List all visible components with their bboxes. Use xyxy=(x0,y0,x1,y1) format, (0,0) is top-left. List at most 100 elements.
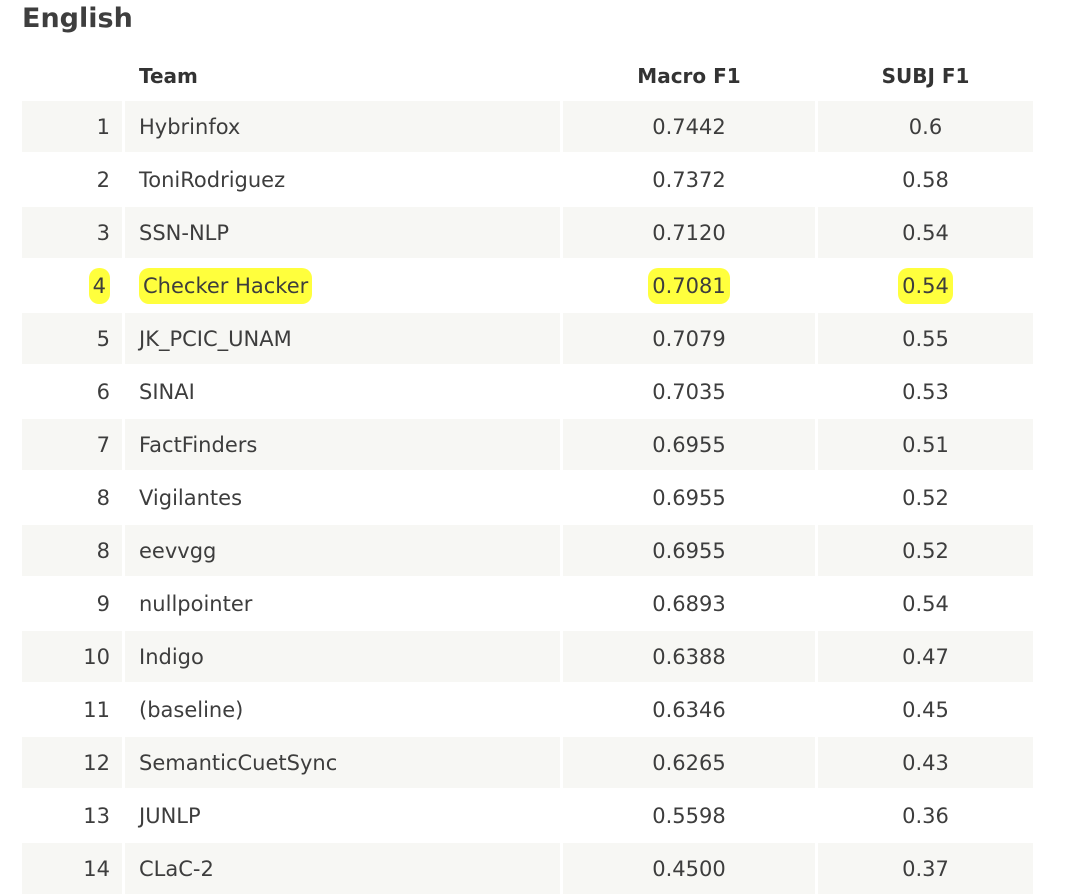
team-cell: Hybrinfox xyxy=(125,101,560,154)
subj-f1-cell-text: 0.37 xyxy=(902,856,949,881)
macro-f1-cell: 0.7035 xyxy=(563,366,815,419)
macro-f1-cell: 0.7120 xyxy=(563,207,815,260)
subj-f1-cell: 0.51 xyxy=(818,419,1033,472)
table-row: 4 Checker Hacker 0.7081 0.54 xyxy=(22,260,1033,313)
macro-f1-cell: 0.7372 xyxy=(563,154,815,207)
macro-f1-cell-text: 0.6955 xyxy=(652,485,726,510)
team-cell-text: SSN-NLP xyxy=(139,220,230,245)
subj-f1-cell: 0.6 xyxy=(818,101,1033,154)
rank-cell-text: 4 xyxy=(88,267,110,304)
subj-f1-cell: 0.54 xyxy=(818,207,1033,260)
rank-cell: 8 xyxy=(22,525,122,578)
rank-cell-text: 6 xyxy=(96,379,110,404)
macro-f1-cell-text: 0.6346 xyxy=(652,697,726,722)
subj-f1-cell-text: 0.54 xyxy=(898,267,953,304)
team-cell: SSN-NLP xyxy=(125,207,560,260)
macro-f1-cell: 0.7079 xyxy=(563,313,815,366)
subj-f1-cell: 0.37 xyxy=(818,843,1033,896)
subj-f1-cell: 0.54 xyxy=(818,260,1033,313)
header-macro-f1: Macro F1 xyxy=(637,63,741,88)
subj-f1-cell-text: 0.51 xyxy=(902,432,949,457)
table-row: 8 eevvgg 0.6955 0.52 xyxy=(22,525,1033,578)
subj-f1-cell-text: 0.52 xyxy=(902,485,949,510)
team-cell-text: Hybrinfox xyxy=(139,114,241,139)
rank-cell-text: 11 xyxy=(83,697,110,722)
team-cell-text: SemanticCuetSync xyxy=(139,750,338,775)
macro-f1-cell: 0.6955 xyxy=(563,419,815,472)
subj-f1-cell: 0.45 xyxy=(818,684,1033,737)
macro-f1-cell-text: 0.6955 xyxy=(652,432,726,457)
rank-cell-text: 8 xyxy=(96,538,110,563)
macro-f1-cell-text: 0.6388 xyxy=(652,644,726,669)
table-row: 3 SSN-NLP 0.7120 0.54 xyxy=(22,207,1033,260)
table-row: 11 (baseline) 0.6346 0.45 xyxy=(22,684,1033,737)
rank-cell: 3 xyxy=(22,207,122,260)
macro-f1-cell: 0.5598 xyxy=(563,790,815,843)
rank-cell-text: 9 xyxy=(96,591,110,616)
macro-f1-cell: 0.6388 xyxy=(563,631,815,684)
team-cell-text: Checker Hacker xyxy=(139,267,313,304)
team-cell-text: JUNLP xyxy=(139,803,201,828)
team-cell: Checker Hacker xyxy=(125,260,560,313)
rank-cell-text: 10 xyxy=(83,644,110,669)
team-cell-text: SINAI xyxy=(139,379,195,404)
team-cell: JK_PCIC_UNAM xyxy=(125,313,560,366)
macro-f1-cell-text: 0.6893 xyxy=(652,591,726,616)
table-row: 1 Hybrinfox 0.7442 0.6 xyxy=(22,101,1033,154)
team-cell: eevvgg xyxy=(125,525,560,578)
macro-f1-cell-text: 0.7372 xyxy=(652,167,726,192)
macro-f1-cell: 0.4500 xyxy=(563,843,815,896)
rank-cell-text: 5 xyxy=(96,326,110,351)
macro-f1-cell-text: 0.7442 xyxy=(652,114,726,139)
subj-f1-cell: 0.52 xyxy=(818,525,1033,578)
table-row: 12 SemanticCuetSync 0.6265 0.43 xyxy=(22,737,1033,790)
rank-cell: 8 xyxy=(22,472,122,525)
subj-f1-cell: 0.36 xyxy=(818,790,1033,843)
table-row: 9 nullpointer 0.6893 0.54 xyxy=(22,578,1033,631)
macro-f1-cell-text: 0.6955 xyxy=(652,538,726,563)
team-cell: JUNLP xyxy=(125,790,560,843)
team-cell: Indigo xyxy=(125,631,560,684)
rank-cell-text: 12 xyxy=(83,750,110,775)
macro-f1-cell: 0.6893 xyxy=(563,578,815,631)
macro-f1-cell-text: 0.4500 xyxy=(652,856,726,881)
rank-cell: 5 xyxy=(22,313,122,366)
table-row: 2 ToniRodriguez 0.7372 0.58 xyxy=(22,154,1033,207)
subj-f1-cell-text: 0.47 xyxy=(902,644,949,669)
team-cell: CLaC-2 xyxy=(125,843,560,896)
subj-f1-cell-text: 0.55 xyxy=(902,326,949,351)
table-row: 7 FactFinders 0.6955 0.51 xyxy=(22,419,1033,472)
table-row: 13 JUNLP 0.5598 0.36 xyxy=(22,790,1033,843)
subj-f1-cell-text: 0.52 xyxy=(902,538,949,563)
team-cell-text: eevvgg xyxy=(139,538,217,563)
rank-cell: 7 xyxy=(22,419,122,472)
rank-cell: 11 xyxy=(22,684,122,737)
rank-cell-text: 2 xyxy=(96,167,110,192)
header-team: Team xyxy=(139,63,198,88)
macro-f1-cell-text: 0.5598 xyxy=(652,803,726,828)
rank-cell: 1 xyxy=(22,101,122,154)
subj-f1-cell-text: 0.54 xyxy=(902,220,949,245)
team-cell: (baseline) xyxy=(125,684,560,737)
rank-cell-text: 7 xyxy=(96,432,110,457)
header-subj-f1: SUBJ F1 xyxy=(881,63,970,88)
subj-f1-cell-text: 0.53 xyxy=(902,379,949,404)
table-row: 14 CLaC-2 0.4500 0.37 xyxy=(22,843,1033,896)
team-cell: SINAI xyxy=(125,366,560,419)
team-cell-text: CLaC-2 xyxy=(139,856,214,881)
team-cell-text: ToniRodriguez xyxy=(139,167,286,192)
rank-cell: 4 xyxy=(22,260,122,313)
macro-f1-cell-text: 0.7035 xyxy=(652,379,726,404)
subj-f1-cell-text: 0.54 xyxy=(902,591,949,616)
table-row: 5 JK_PCIC_UNAM 0.7079 0.55 xyxy=(22,313,1033,366)
rank-cell-text: 14 xyxy=(83,856,110,881)
team-cell-text: nullpointer xyxy=(139,591,253,616)
team-cell: SemanticCuetSync xyxy=(125,737,560,790)
subj-f1-cell: 0.54 xyxy=(818,578,1033,631)
rank-cell-text: 3 xyxy=(96,220,110,245)
rank-cell: 10 xyxy=(22,631,122,684)
table-row: 10 Indigo 0.6388 0.47 xyxy=(22,631,1033,684)
subj-f1-cell-text: 0.36 xyxy=(902,803,949,828)
macro-f1-cell: 0.6346 xyxy=(563,684,815,737)
rank-cell: 13 xyxy=(22,790,122,843)
